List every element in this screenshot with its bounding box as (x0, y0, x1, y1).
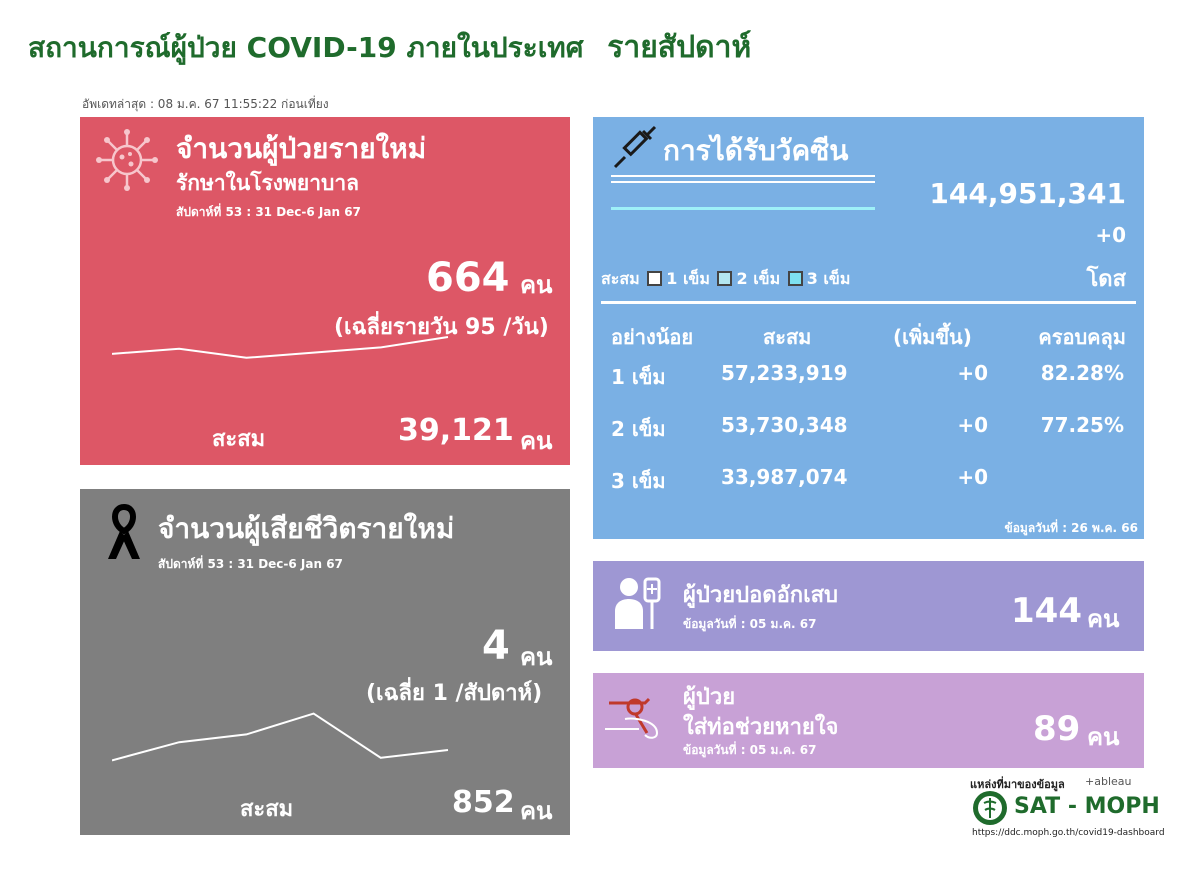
vaccine-data-date: ข้อมูลวันที่ : 26 พ.ค. 66 (1004, 521, 1139, 535)
new-cases-trend-chart (112, 336, 449, 359)
vaccine-legend-prefix: สะสม (601, 269, 640, 288)
new-cases-title: จำนวนผู้ป่วยรายใหม่ (176, 132, 427, 165)
new-deaths-week: สัปดาห์ที่ 53 : 31 Dec-6 Jan 67 (158, 557, 343, 571)
last-updated: อัพเดทล่าสุด : 08 ม.ค. 67 11:55:22 ก่อนเ… (82, 97, 329, 111)
vaccine-row-2: 2 เข็ม 53,730,348 +0 77.25% (593, 413, 1144, 453)
vaccine-row-coverage: 82.28% (1040, 361, 1124, 385)
patient-icon (615, 577, 661, 629)
new-cases-cumulative-value: 39,121 (398, 413, 514, 448)
new-deaths-title: จำนวนผู้เสียชีวิตรายใหม่ (158, 512, 455, 545)
legend-label-dose2: 2 เข็ม (736, 269, 781, 288)
page-title-main: สถานการณ์ผู้ป่วย COVID-19 ภายในประเทศ (28, 31, 584, 64)
new-deaths-average: (เฉลี่ย 1 /สัปดาห์) (366, 681, 543, 706)
legend-swatch-dose2 (717, 271, 733, 286)
legend-label-dose3: 3 เข็ม (806, 269, 851, 288)
vaccine-row-dose: 3 เข็ม (611, 469, 666, 493)
pneumonia-unit: คน (1087, 605, 1120, 633)
legend-label-dose1: 1 เข็ม (666, 269, 710, 288)
pneumonia-data-date: ข้อมูลวันที่ : 05 ม.ค. 67 (683, 617, 817, 631)
vaccine-col-coverage: ครอบคลุม (1038, 325, 1126, 349)
new-cases-week: สัปดาห์ที่ 53 : 31 Dec-6 Jan 67 (176, 205, 361, 219)
new-deaths-trend-chart (112, 712, 449, 762)
pneumonia-value: 144 (1011, 591, 1082, 631)
vaccine-row-cumulative: 33,987,074 (721, 465, 848, 489)
page-title: สถานการณ์ผู้ป่วย COVID-19 ภายในประเทศ รา… (28, 24, 751, 71)
new-deaths-cumulative-unit: คน (520, 797, 553, 825)
new-deaths-cumulative-value: 852 (452, 785, 515, 820)
ribbon-icon (108, 503, 140, 559)
vaccine-total: 144,951,341 (929, 177, 1126, 210)
vaccine-title: การได้รับวัคซีน (663, 134, 849, 167)
vaccine-col-change: (เพิ่มขึ้น) (893, 325, 972, 349)
new-cases-value: 664 (426, 255, 510, 301)
legend-swatch-dose3 (787, 271, 803, 286)
vaccine-row-1: 1 เข็ม 57,233,919 +0 82.28% (593, 361, 1144, 401)
new-deaths-card: จำนวนผู้เสียชีวิตรายใหม่ สัปดาห์ที่ 53 :… (80, 489, 570, 835)
source-label: แหล่งที่มาของข้อมูล (970, 778, 1065, 791)
legend-swatch-dose1 (647, 271, 663, 286)
ventilator-title-line1: ผู้ป่วย (683, 685, 736, 710)
vaccine-row-change: +0 (957, 465, 988, 489)
moph-logo (973, 791, 1007, 825)
vaccine-row-cumulative: 57,233,919 (721, 361, 848, 385)
vaccine-table-divider (601, 301, 1136, 304)
new-cases-cumulative-unit: คน (520, 427, 553, 455)
vaccine-divider-1 (611, 175, 875, 177)
new-deaths-trend-line (112, 712, 449, 762)
vaccine-card: การได้รับวัคซีน 144,951,341 +0 โดส สะสม … (593, 117, 1144, 539)
vaccine-unit: โดส (1086, 267, 1126, 292)
ventilator-value: 89 (1033, 709, 1081, 749)
new-cases-card: จำนวนผู้ป่วยรายใหม่ รักษาในโรงพยาบาล สัป… (80, 117, 570, 465)
new-cases-subtitle: รักษาในโรงพยาบาล (176, 171, 359, 195)
vaccine-row-coverage: 77.25% (1040, 413, 1124, 437)
vaccine-row-dose: 1 เข็ม (611, 365, 666, 389)
vaccine-row-3: 3 เข็ม 33,987,074 +0 (593, 465, 1144, 505)
new-cases-trend-line (112, 336, 449, 359)
pneumonia-card: ผู้ป่วยปอดอักเสบ ข้อมูลวันที่ : 05 ม.ค. … (593, 561, 1144, 651)
vaccine-progress-bar (611, 207, 875, 210)
virus-icon (96, 129, 158, 191)
vaccine-col-cumulative: สะสม (763, 325, 812, 349)
vaccine-row-change: +0 (957, 361, 988, 385)
page-title-weekly: รายสัปดาห์ (607, 30, 752, 65)
source-url[interactable]: https://ddc.moph.go.th/covid19-dashboard (972, 828, 1165, 838)
vaccine-change: +0 (1095, 223, 1126, 247)
syringe-icon (613, 125, 657, 169)
vaccine-col-dose: อย่างน้อย (611, 325, 694, 349)
tableau-logo: +ableau (1085, 775, 1132, 788)
new-cases-unit: คน (520, 271, 553, 299)
intubation-icon (605, 697, 659, 739)
vaccine-divider-2 (611, 181, 875, 183)
new-cases-average: (เฉลี่ยรายวัน 95 /วัน) (334, 315, 549, 340)
new-deaths-unit: คน (520, 643, 553, 671)
vaccine-row-cumulative: 53,730,348 (721, 413, 848, 437)
ventilator-unit: คน (1087, 723, 1120, 751)
vaccine-row-change: +0 (957, 413, 988, 437)
new-cases-cumulative-label: สะสม (212, 427, 266, 452)
sat-moph-label: SAT - MOPH (1014, 794, 1160, 819)
vaccine-row-dose: 2 เข็ม (611, 417, 666, 441)
ventilator-card: ผู้ป่วย ใส่ท่อช่วยหายใจ ข้อมูลวันที่ : 0… (593, 673, 1144, 768)
new-deaths-cumulative-label: สะสม (240, 797, 294, 822)
vaccine-legend: สะสม 1 เข็ม 2 เข็ม 3 เข็ม (601, 267, 850, 292)
pneumonia-title: ผู้ป่วยปอดอักเสบ (683, 583, 839, 608)
ventilator-data-date: ข้อมูลวันที่ : 05 ม.ค. 67 (683, 743, 817, 757)
new-deaths-value: 4 (482, 623, 510, 669)
ventilator-title-line2: ใส่ท่อช่วยหายใจ (683, 715, 839, 740)
